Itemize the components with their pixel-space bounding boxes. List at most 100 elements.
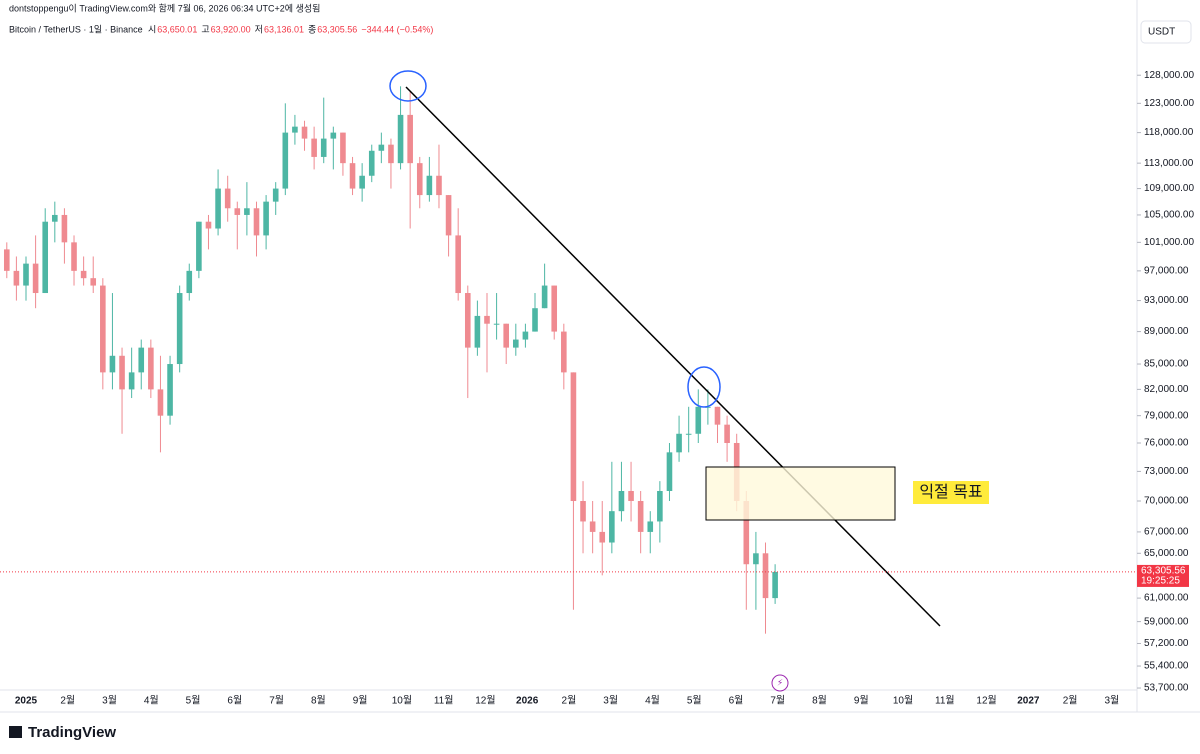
candle-body [176, 293, 183, 365]
x-tick-label: 10월 [893, 695, 913, 707]
candle-body [695, 406, 702, 434]
y-tick-label: 82,000.00 [1144, 384, 1189, 395]
candle-body [589, 521, 596, 532]
candle-body [609, 511, 615, 543]
candle-body [647, 521, 654, 532]
event-icon[interactable] [771, 674, 789, 692]
x-tick-label: 2025 [15, 696, 38, 707]
y-tick-label: 101,000.00 [1144, 237, 1194, 248]
x-tick-label: 2027 [1017, 696, 1040, 707]
candle-body [676, 433, 682, 453]
x-tick-label: 2월 [1063, 695, 1078, 707]
y-tick-label: 93,000.00 [1144, 295, 1189, 306]
candle-body [23, 263, 29, 286]
x-tick-label: 9월 [854, 695, 869, 707]
candle-body [599, 531, 606, 543]
x-tick-label: 5월 [687, 695, 702, 707]
symbol: Bitcoin / TetherUS · 1일 · Binance [9, 24, 143, 34]
candle-body [224, 188, 231, 209]
y-tick-label: 73,000.00 [1144, 466, 1189, 477]
candle-body [205, 221, 212, 229]
candle-body [186, 270, 193, 294]
brand: TradingView [28, 724, 116, 741]
x-tick-label: 7월 [770, 695, 785, 707]
y-tick-label: 89,000.00 [1144, 326, 1189, 337]
y-tick-label: 113,000.00 [1144, 158, 1194, 169]
candle-body [493, 323, 500, 325]
stat-label: 시 [148, 24, 156, 34]
candle-body [513, 339, 519, 348]
y-tick-label: 70,000.00 [1144, 496, 1189, 507]
circle-drawing [389, 70, 427, 102]
stat-label: 저 [255, 24, 263, 34]
logo-mark [9, 726, 22, 738]
x-tick-label: 6월 [227, 695, 242, 707]
candle-body [407, 114, 413, 164]
candle-body [388, 144, 394, 164]
x-tick-label: 8월 [311, 695, 326, 707]
candle-body [455, 235, 461, 294]
candle-body [167, 364, 173, 416]
y-tick-label: 128,000.00 [1144, 70, 1194, 81]
x-tick-label: 2026 [516, 696, 539, 707]
y-tick-label: 97,000.00 [1144, 266, 1189, 277]
event-icon-glyph: ⚡ [777, 677, 783, 687]
candle-body [282, 132, 289, 189]
y-tick-label: 79,000.00 [1144, 410, 1189, 421]
x-tick-label: 6월 [729, 695, 744, 707]
candle-body [263, 201, 269, 236]
y-tick-label: 105,000.00 [1144, 210, 1194, 221]
trendline [405, 86, 941, 627]
candle-body [637, 501, 644, 532]
candle-body [100, 285, 106, 373]
candle-body [3, 249, 10, 271]
y-tick-label: 109,000.00 [1144, 183, 1194, 194]
candle-body [436, 175, 442, 196]
candle-body [330, 132, 337, 139]
candle-body [378, 144, 385, 151]
stat-value: 63,650.01 [157, 24, 197, 34]
annotation: 익절 목표 [919, 483, 982, 501]
candle-body [311, 138, 317, 157]
candle-body [320, 138, 327, 157]
y-tick-label: 55,400.00 [1144, 661, 1189, 672]
candle-body [359, 175, 365, 189]
x-tick-label: 3월 [102, 695, 117, 707]
candle-body [743, 501, 750, 565]
last-price-badge [1137, 564, 1189, 587]
x-tick-label: 4월 [144, 695, 159, 707]
candle-body [42, 221, 49, 294]
candle-body [685, 433, 692, 435]
currency[interactable]: USDT [1148, 27, 1175, 38]
candle-body [397, 114, 404, 164]
currency-button[interactable] [1140, 20, 1192, 44]
candle-body [234, 208, 241, 215]
target-box [705, 466, 896, 521]
y-tick-label: 85,000.00 [1144, 359, 1189, 370]
logo: TradingView [9, 724, 116, 741]
x-tick-label: 10월 [392, 695, 412, 707]
y-tick-label: 61,000.00 [1144, 593, 1189, 604]
candle-body [445, 195, 452, 236]
annotation-box [913, 481, 989, 504]
y-tick-label: 67,000.00 [1144, 527, 1189, 538]
circle-drawing [687, 366, 721, 408]
candle-body [503, 323, 509, 348]
y-tick-label: 53,700.00 [1144, 683, 1189, 694]
credit: dontstoppengu이 TradingView.com와 함께 7월 06… [9, 2, 320, 13]
stat-label: 고 [201, 24, 209, 34]
candle-body [532, 308, 538, 332]
candle-body [705, 406, 711, 408]
candle-body [244, 208, 250, 215]
candle-body [570, 372, 577, 502]
candle-body [349, 163, 356, 189]
candle-body [714, 406, 721, 425]
candle-body [618, 491, 625, 512]
candle-body [80, 270, 87, 279]
x-tick-label: 12월 [475, 695, 495, 707]
x-tick-label: 9월 [353, 695, 368, 707]
y-tick-label: 118,000.00 [1144, 127, 1194, 138]
